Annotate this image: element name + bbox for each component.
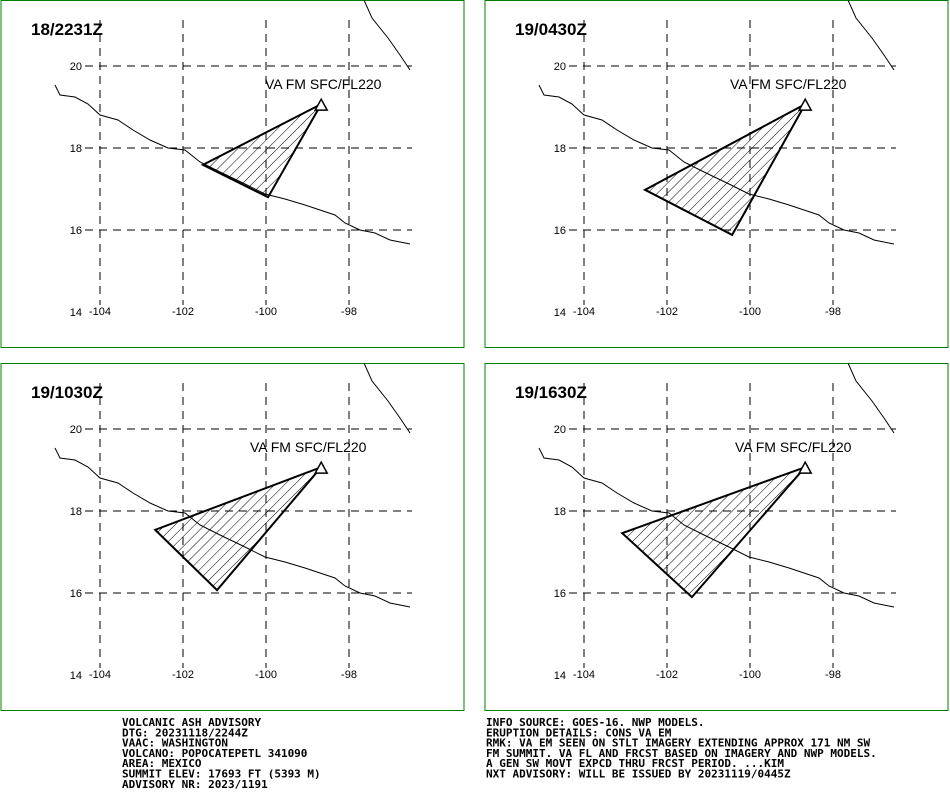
lon-label: -100 [255,306,277,318]
lat-label: 14 [554,307,566,319]
footer-text: NXT ADVISORY: WILL BE ISSUED BY 20231119… [486,768,791,781]
ash-label: VA FM SFC/FL220 [735,439,852,455]
lat-label: 18 [70,143,82,155]
lat-label: 20 [70,61,82,73]
footer-text: DTG: 20231118/2244Z [122,726,248,739]
ash-label: VA FM SFC/FL220 [265,76,382,92]
lon-label: -98 [825,306,841,318]
lon-label: -102 [656,306,678,318]
footer-text: A GEN SW MOVT EXPCD THRU FRCST PERIOD. .… [486,757,784,770]
lon-label: -98 [341,306,357,318]
volcano-symbol [313,97,329,111]
panel-title: 19/0430Z [515,20,587,39]
footer-text: VOLCANO: POPOCATEPETL 341090 [122,747,307,760]
ash-label: VA FM SFC/FL220 [250,439,367,455]
lat-label: 16 [554,588,566,600]
lon-label: -102 [172,306,194,318]
coastline [847,0,895,71]
footer-text: VAAC: WASHINGTON [122,737,228,750]
footer-text: FM SUMMIT. VA FL AND FRCST BASED ON IMAG… [486,747,877,760]
lat-label: 18 [554,506,566,518]
lon-label: -100 [255,669,277,681]
volcano-symbol [797,97,813,111]
panel-title: 19/1030Z [31,383,103,402]
lon-label: -98 [341,669,357,681]
panel-title: 18/2231Z [31,20,103,39]
coastline [363,362,411,434]
map-panel: 20 18 16 14 -104 -102 -100 -98 19/0430Z VA FM SFC… [484,0,949,348]
lat-label: 18 [554,143,566,155]
lon-label: -102 [656,669,678,681]
map-panel: 20 18 16 14 -104 -102 -100 -98 19/1030Z VA FM SFC… [0,362,465,711]
coastline [847,362,895,434]
lat-label: 20 [554,424,566,436]
map-panel: 20 18 16 14 -104 -102 -100 -98 19/1630Z VA FM SFC… [484,362,949,711]
ash-label: VA FM SFC/FL220 [730,76,847,92]
footer-text: SUMMIT ELEV: 17693 FT (5393 M) [122,768,321,781]
ash-area [620,464,809,599]
footer-text: ADVISORY NR: 2023/1191 [122,778,268,791]
lon-label: -100 [739,306,761,318]
footer-text: RMK: VA EM SEEN ON STLT IMAGERY EXTENDIN… [486,737,870,750]
panel-title: 19/1630Z [515,383,587,402]
lon-label: -102 [172,669,194,681]
ash-area [200,101,324,199]
ash-area [642,101,808,237]
map-panel: 20 18 16 14 -104 -102 -100 -98 18/2231Z VA FM SFC… [0,0,465,348]
lon-label: -98 [825,669,841,681]
footer-text: INFO SOURCE: GOES-16. NWP MODELS. [486,716,705,729]
footer-text: ERUPTION DETAILS: CONS VA EM [486,726,672,739]
lon-label: -100 [739,669,761,681]
lat-label: 18 [70,506,82,518]
lat-label: 20 [70,424,82,436]
lat-label: 14 [70,670,82,682]
lon-label: -104 [89,306,111,318]
volcano-symbol [797,460,813,474]
footer-text: AREA: MEXICO [122,757,202,770]
lon-label: -104 [573,669,595,681]
coastline [363,0,411,71]
footer-text: VOLCANIC ASH ADVISORY [122,716,261,729]
lon-label: -104 [573,306,595,318]
volcano-symbol [313,460,329,474]
lat-label: 16 [554,225,566,237]
lat-label: 16 [70,588,82,600]
lat-label: 14 [554,670,566,682]
lon-label: -104 [89,669,111,681]
lat-label: 16 [70,225,82,237]
lat-label: 14 [70,307,82,319]
ash-area [153,464,325,592]
lat-label: 20 [554,61,566,73]
